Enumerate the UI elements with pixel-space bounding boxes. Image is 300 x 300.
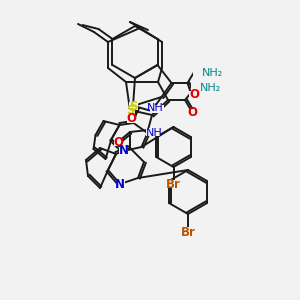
Text: O: O <box>190 88 200 101</box>
Text: NH₂: NH₂ <box>202 68 223 78</box>
Bar <box>114 139 122 145</box>
Bar <box>149 105 164 113</box>
Text: Br: Br <box>166 178 181 191</box>
Bar <box>119 147 128 155</box>
Bar <box>188 109 196 116</box>
Bar <box>146 128 160 136</box>
Text: N: N <box>115 178 125 190</box>
Text: N: N <box>118 145 128 158</box>
Text: O: O <box>187 106 197 118</box>
Text: O: O <box>127 112 136 125</box>
Bar <box>128 102 137 110</box>
Text: NH₂: NH₂ <box>200 83 221 93</box>
Text: NH: NH <box>146 128 162 138</box>
Bar <box>125 106 134 114</box>
Text: Br: Br <box>181 226 195 238</box>
Bar <box>191 84 211 92</box>
Text: O: O <box>113 136 123 148</box>
Bar <box>127 115 136 123</box>
Text: S: S <box>126 103 134 116</box>
Bar <box>181 227 195 235</box>
Text: S: S <box>129 100 137 112</box>
Bar <box>116 180 124 188</box>
Bar <box>188 91 199 99</box>
Bar <box>167 180 181 188</box>
Bar <box>193 69 214 77</box>
Text: NH: NH <box>147 103 164 113</box>
